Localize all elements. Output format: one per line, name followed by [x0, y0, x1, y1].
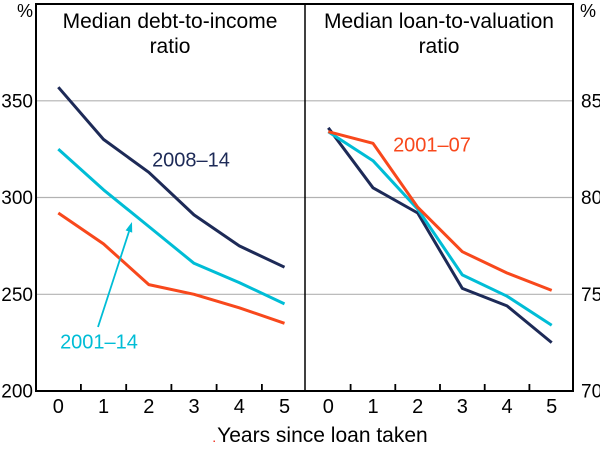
y-tick-label: 200 [1, 382, 33, 403]
x-tick-label: 4 [501, 396, 512, 418]
x-axis-label: .Years since loan taken [212, 424, 427, 448]
series-line-cyan [327, 130, 553, 327]
x-tick-label: 3 [457, 396, 468, 418]
x-tick-label: 4 [234, 396, 245, 418]
series-label-2001-07: 2001–07 [393, 134, 471, 157]
left-axis-unit: % [16, 1, 33, 21]
x-tick-label: 0 [53, 396, 64, 418]
series-line-orange [327, 130, 553, 292]
x-tick-label: 5 [279, 396, 290, 418]
x-tick-label: 1 [98, 396, 109, 418]
y-tick-label: 85 [581, 91, 600, 112]
y-tick-label: 250 [1, 285, 33, 306]
y-tick-label: 75 [581, 285, 600, 306]
footnote-mark: . [212, 429, 217, 445]
annotation-arrow-line [97, 231, 130, 328]
series-label-2001-14: 2001–14 [60, 331, 138, 354]
series-label-2008-14: 2008–14 [152, 149, 230, 172]
left-panel-title: Median debt-to-income ratio [62, 10, 278, 58]
series-line-cyan [57, 147, 286, 306]
x-tick-label: 3 [188, 396, 199, 418]
series-line-orange [57, 211, 285, 325]
series-line-navy [327, 126, 553, 344]
x-tick-label: 2 [412, 396, 423, 418]
y-tick-label: 350 [1, 91, 33, 112]
right-panel-title: Median loan-to-valuation ratio [324, 10, 554, 58]
annotation-arrow-head [125, 222, 133, 233]
right-axis-unit: % [580, 1, 597, 21]
series-line-navy [57, 86, 286, 269]
x-tick-label: 2 [143, 396, 154, 418]
x-axis-label-text: Years since loan taken [217, 424, 428, 447]
y-tick-label: 80 [581, 188, 600, 209]
x-tick-label: 1 [367, 396, 378, 418]
y-tick-label: 70 [581, 382, 600, 403]
x-tick-label: 0 [323, 396, 334, 418]
y-tick-label: 300 [1, 188, 33, 209]
x-tick-label: 5 [546, 396, 557, 418]
